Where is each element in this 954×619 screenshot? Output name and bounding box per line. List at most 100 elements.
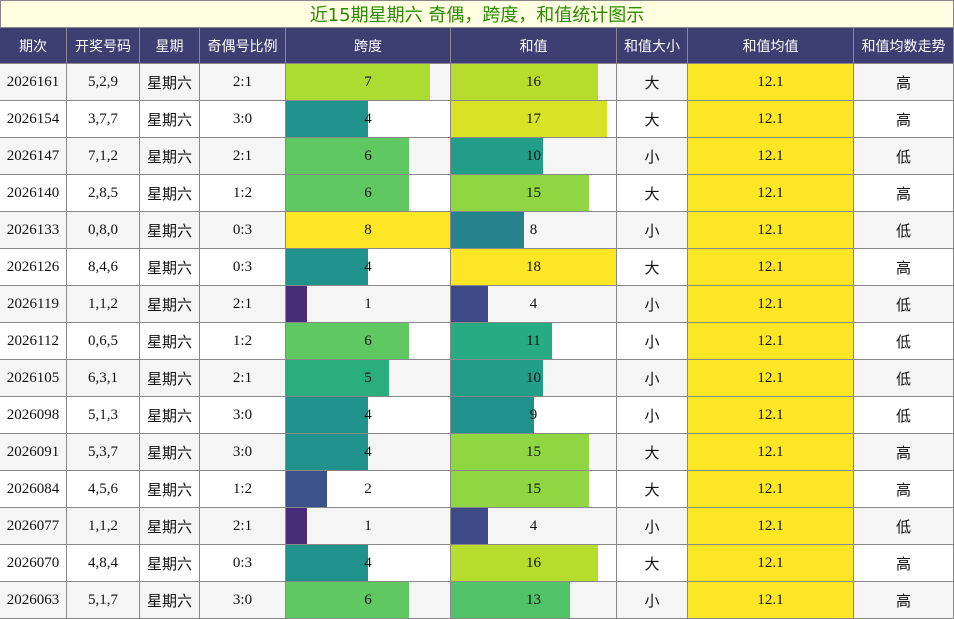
cell-text: 12.1 bbox=[757, 258, 784, 275]
table-cell: 星期六 bbox=[140, 212, 200, 249]
cell-text: 12.1 bbox=[757, 73, 784, 90]
table-cell: 星期六 bbox=[140, 582, 200, 619]
cell-text: 5,1,7 bbox=[88, 591, 118, 608]
cell-text: 大 bbox=[644, 445, 660, 462]
table-cell: 大 bbox=[617, 471, 688, 508]
data-bar bbox=[286, 249, 368, 285]
cell-text: 1:2 bbox=[232, 480, 253, 497]
table-cell: 星期六 bbox=[140, 323, 200, 360]
data-bar bbox=[451, 582, 571, 618]
header-cell: 和值 bbox=[451, 28, 617, 64]
table-cell: 15 bbox=[451, 434, 617, 471]
data-bar bbox=[451, 434, 589, 470]
table-cell: 12.1 bbox=[688, 101, 854, 138]
cell-text: 12.1 bbox=[757, 184, 784, 201]
table-cell: 5,2,9 bbox=[67, 64, 140, 101]
cell-text: 2026126 bbox=[6, 258, 60, 275]
table-cell: 15 bbox=[451, 175, 617, 212]
header-cell: 和值大小 bbox=[617, 28, 688, 64]
cell-text: 星期六 bbox=[146, 186, 192, 203]
table-cell: 6 bbox=[286, 138, 451, 175]
cell-text: 低 bbox=[895, 149, 911, 166]
cell-text: 12.1 bbox=[757, 221, 784, 238]
cell-text: 2026112 bbox=[7, 332, 59, 349]
table-cell: 10 bbox=[451, 138, 617, 175]
table-cell: 3:0 bbox=[200, 101, 286, 138]
cell-text: 2026140 bbox=[6, 184, 60, 201]
header-cell: 期次 bbox=[0, 28, 67, 64]
table-cell: 大 bbox=[617, 249, 688, 286]
cell-text: 低 bbox=[895, 519, 911, 536]
cell-text: 高 bbox=[895, 593, 911, 610]
table-cell: 1:2 bbox=[200, 175, 286, 212]
cell-text: 星期六 bbox=[146, 334, 192, 351]
table-cell: 12.1 bbox=[688, 545, 854, 582]
cell-text: 1,1,2 bbox=[88, 517, 118, 534]
table-cell: 大 bbox=[617, 101, 688, 138]
table-cell: 2:1 bbox=[200, 64, 286, 101]
table-cell: 4 bbox=[286, 101, 451, 138]
table-cell: 6 bbox=[286, 582, 451, 619]
cell-text: 0:3 bbox=[232, 554, 253, 571]
cell-text: 大 bbox=[644, 186, 660, 203]
cell-text: 6 bbox=[364, 147, 372, 164]
cell-text: 8,4,6 bbox=[88, 258, 118, 275]
table-cell: 小 bbox=[617, 212, 688, 249]
cell-text: 6 bbox=[364, 332, 372, 349]
cell-text: 小 bbox=[644, 334, 660, 351]
cell-text: 12.1 bbox=[757, 591, 784, 608]
table-cell: 2026070 bbox=[0, 545, 67, 582]
table-cell: 2026098 bbox=[0, 397, 67, 434]
data-bar bbox=[451, 360, 543, 396]
cell-text: 2:1 bbox=[232, 147, 253, 164]
table-cell: 12.1 bbox=[688, 582, 854, 619]
cell-text: 4 bbox=[364, 406, 372, 423]
table-cell: 2026091 bbox=[0, 434, 67, 471]
table-cell: 星期六 bbox=[140, 471, 200, 508]
cell-text: 2026105 bbox=[6, 369, 60, 386]
cell-text: 0,8,0 bbox=[88, 221, 118, 238]
table-cell: 低 bbox=[854, 286, 954, 323]
cell-text: 12.1 bbox=[757, 110, 784, 127]
cell-text: 12.1 bbox=[757, 554, 784, 571]
cell-text: 15 bbox=[526, 480, 541, 497]
table-cell: 星期六 bbox=[140, 360, 200, 397]
table-cell: 小 bbox=[617, 508, 688, 545]
table-cell: 小 bbox=[617, 323, 688, 360]
data-bar bbox=[286, 175, 409, 211]
table-cell: 12.1 bbox=[688, 138, 854, 175]
table-cell: 6 bbox=[286, 323, 451, 360]
cell-text: 2026070 bbox=[6, 554, 60, 571]
table-cell: 6,3,1 bbox=[67, 360, 140, 397]
cell-text: 3:0 bbox=[232, 443, 253, 460]
cell-text: 8 bbox=[529, 221, 538, 238]
cell-text: 5,2,9 bbox=[88, 73, 118, 90]
cell-text: 小 bbox=[644, 408, 660, 425]
data-bar bbox=[451, 249, 616, 285]
data-bar bbox=[451, 286, 488, 322]
cell-text: 4,5,6 bbox=[88, 480, 118, 497]
data-bar bbox=[286, 471, 327, 507]
cell-text: 3:0 bbox=[232, 110, 253, 127]
cell-text: 8 bbox=[364, 221, 372, 238]
cell-text: 低 bbox=[895, 371, 911, 388]
cell-text: 4 bbox=[364, 554, 372, 571]
cell-text: 星期六 bbox=[146, 556, 192, 573]
cell-text: 2:1 bbox=[232, 369, 253, 386]
table-cell: 4 bbox=[451, 508, 617, 545]
cell-text: 1 bbox=[364, 517, 372, 534]
table-cell: 12.1 bbox=[688, 508, 854, 545]
cell-text: 高 bbox=[895, 556, 911, 573]
title: 近15期星期六 奇偶，跨度，和值统计图示 bbox=[0, 0, 954, 28]
data-bar bbox=[451, 138, 543, 174]
cell-text: 星期六 bbox=[146, 593, 192, 610]
data-bar bbox=[286, 397, 368, 433]
table-cell: 星期六 bbox=[140, 138, 200, 175]
table-cell: 12.1 bbox=[688, 212, 854, 249]
cell-text: 4,8,4 bbox=[88, 554, 118, 571]
table-cell: 2 bbox=[286, 471, 451, 508]
cell-text: 高 bbox=[895, 75, 911, 92]
cell-text: 12.1 bbox=[757, 406, 784, 423]
table-cell: 6 bbox=[286, 175, 451, 212]
